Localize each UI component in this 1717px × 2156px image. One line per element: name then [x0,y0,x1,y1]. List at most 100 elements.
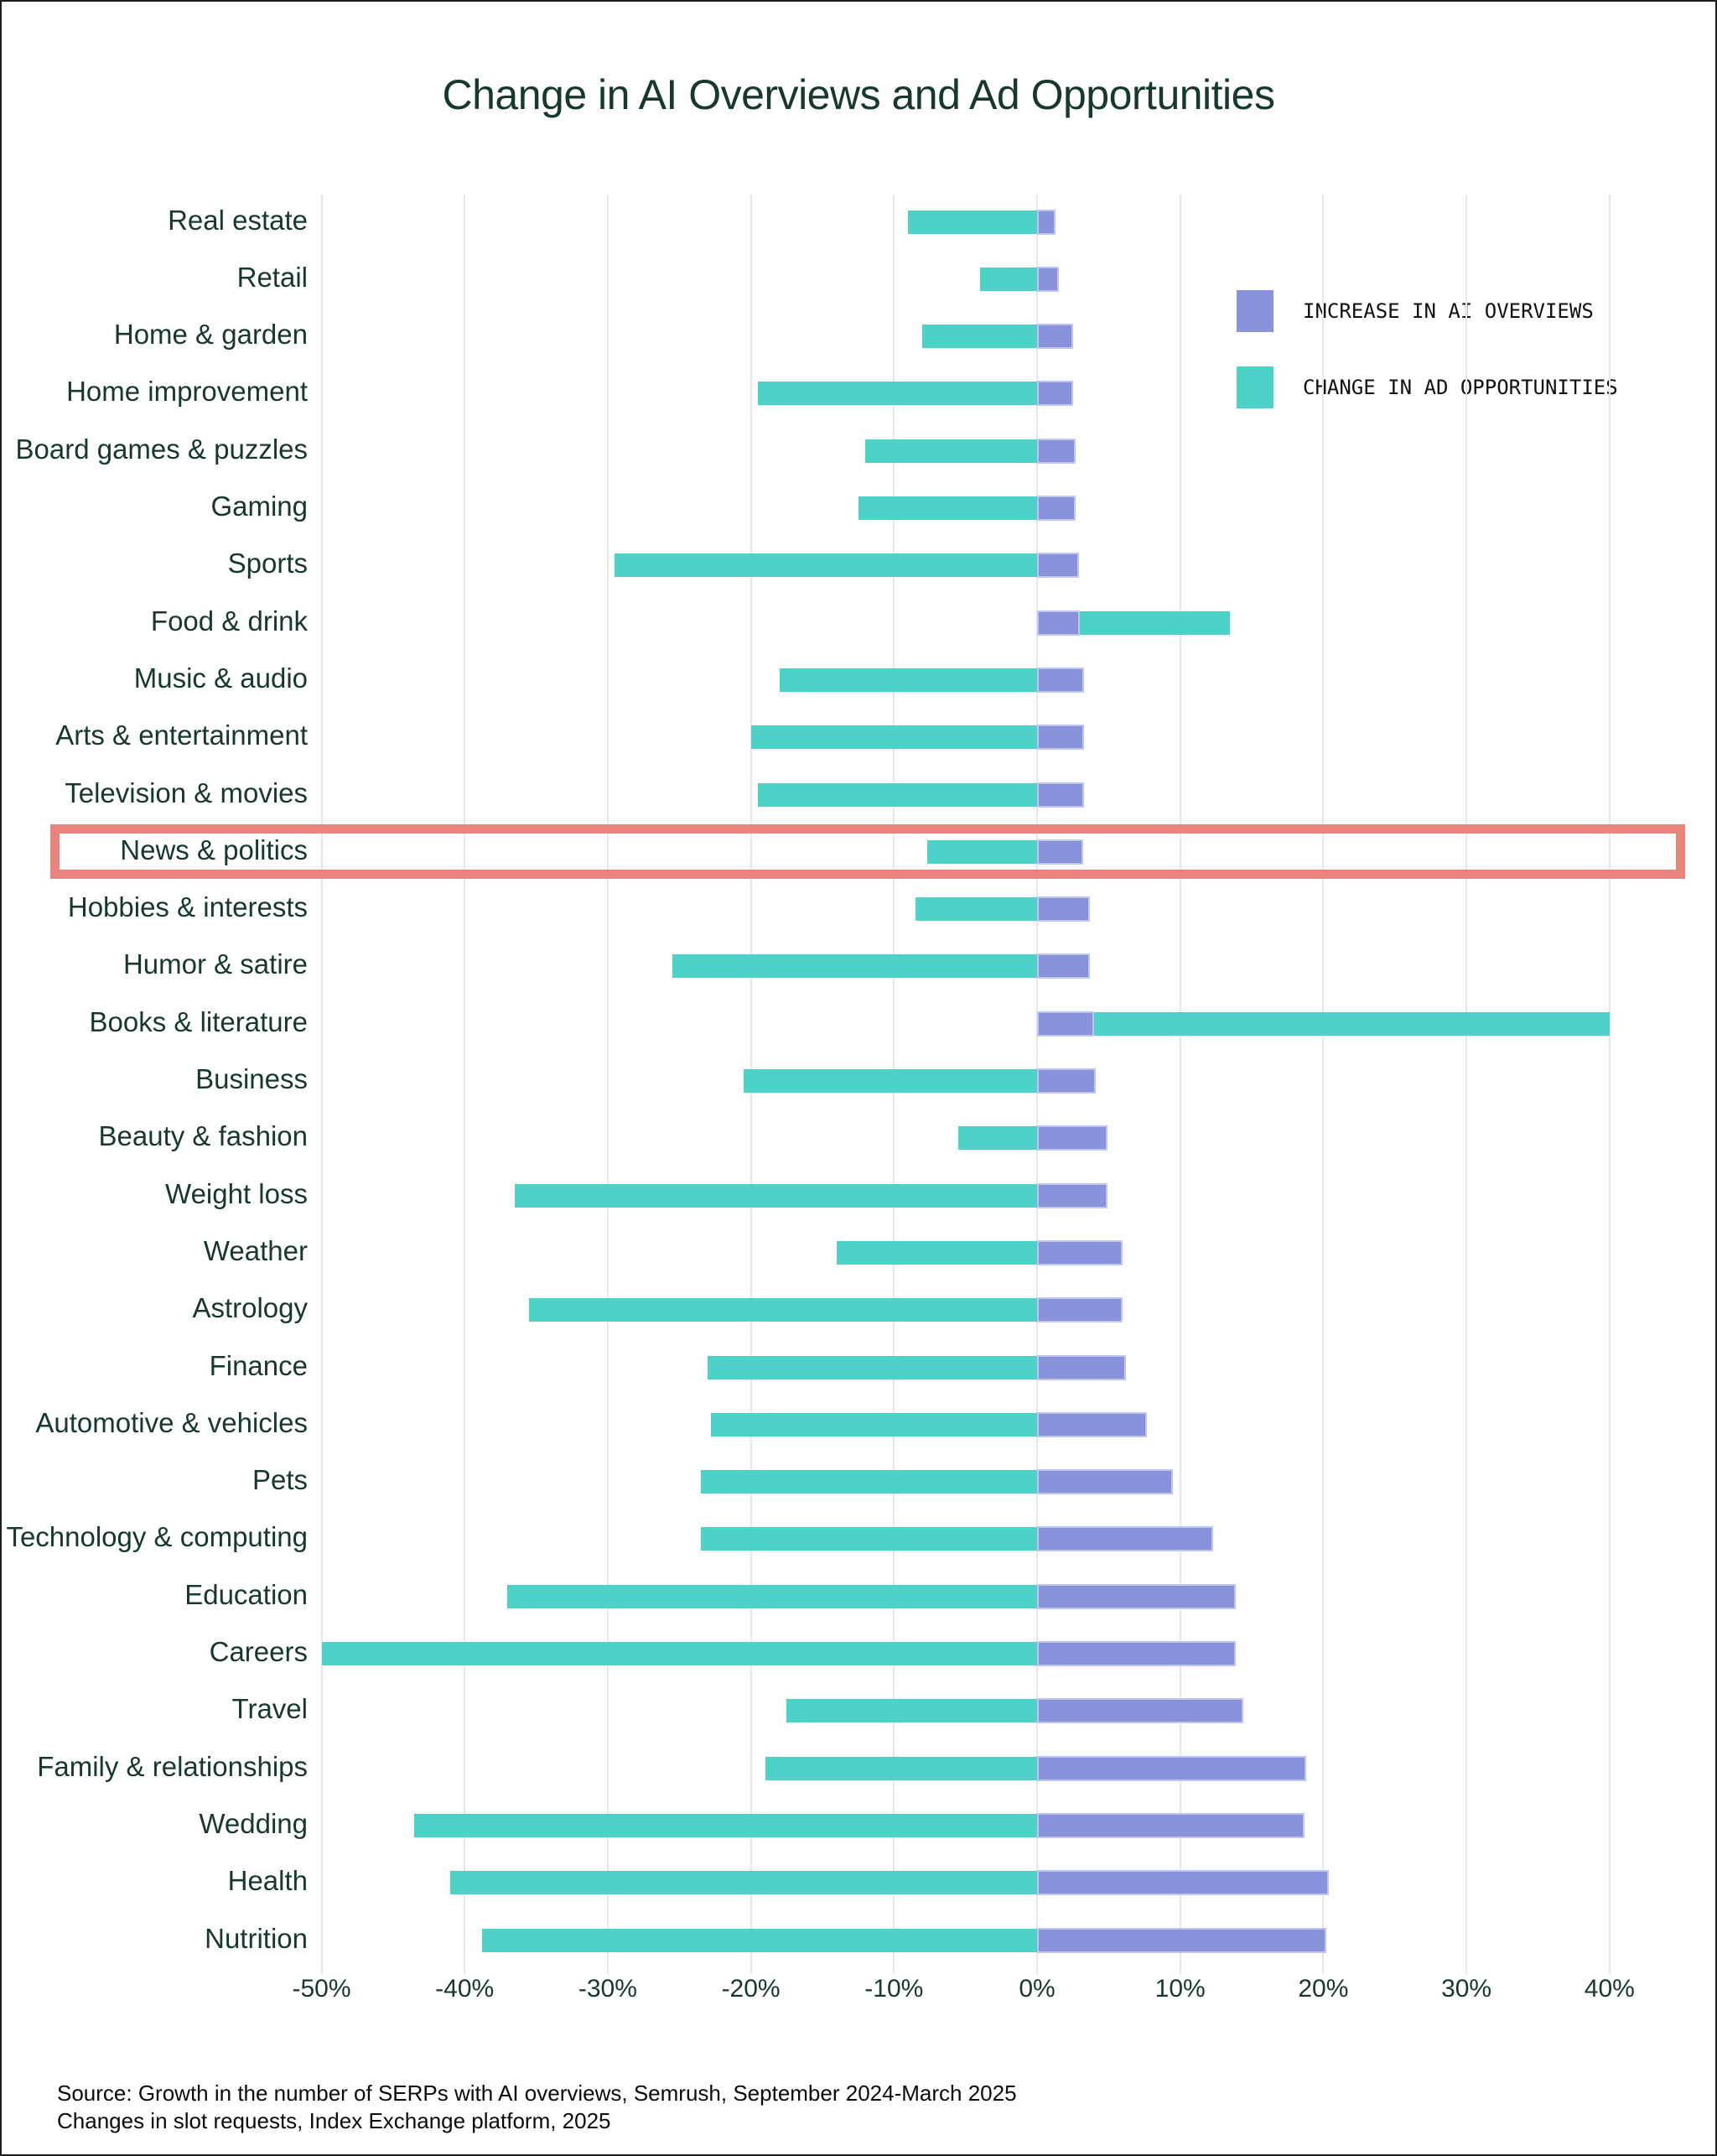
gridline--40% [464,195,466,1974]
category-label: Arts & entertainment [55,720,308,751]
ad-change-bar [700,1527,1037,1551]
x-axis-tick-label: 0% [1019,1975,1056,2003]
source-line-2: Changes in slot requests, Index Exchange… [57,2108,611,2133]
x-axis-tick-label: -10% [864,1975,924,2003]
ad-change-bar [915,897,1037,922]
x-axis-tick-label: 10% [1154,1975,1206,2003]
aio-increase-bar [1037,1297,1123,1323]
aio-increase-bar [1037,1125,1107,1151]
aio-increase-bar [1037,667,1085,693]
aio-increase-bar [1037,1469,1174,1495]
category-label: Technology & computing [6,1521,308,1553]
ad-change-bar [1037,1011,1610,1036]
ad-change-bar [979,267,1037,291]
aio-increase-bar [1037,725,1085,751]
source-note: Source: Growth in the number of SERPs wi… [57,2080,1017,2135]
legend-swatch-ad-opportunities [1237,366,1273,408]
category-label: Books & literature [89,1005,308,1037]
ad-change-bar [750,725,1037,750]
chart-title: Change in AI Overviews and Ad Opportunit… [442,71,1275,118]
category-label: Gaming [210,491,308,522]
ad-change-bar [414,1813,1037,1837]
ad-change-bar [779,668,1037,692]
category-label: Finance [209,1349,308,1381]
legend-item-ai-overviews: INCREASE IN AI OVERVIEWS [1237,290,1594,332]
gridline--50% [320,195,323,1974]
legend-item-ad-opportunities: CHANGE IN AD OPPORTUNITIES [1237,366,1618,408]
aio-increase-bar [1037,782,1085,808]
category-label: Health [227,1865,308,1897]
category-label: Music & audio [133,662,308,694]
x-axis-tick-label: -50% [292,1975,351,2003]
ad-change-bar [321,1642,1037,1665]
aio-increase-bar [1037,438,1076,464]
category-label: Automotive & vehicles [35,1406,308,1438]
category-label: Food & drink [150,605,308,636]
category-label: Beauty & fashion [98,1120,309,1152]
aio-increase-bar [1037,496,1076,521]
ad-change-bar [450,1871,1037,1895]
ad-change-bar [758,782,1037,807]
gridline-30% [1465,195,1468,1974]
x-axis-tick-label: 40% [1584,1975,1635,2003]
highlight-box-news-politics [50,824,1685,880]
aio-increase-bar [1037,1411,1148,1437]
aio-increase-bar [1037,209,1056,235]
ad-change-bar [865,439,1037,463]
category-label: Careers [209,1636,308,1667]
aio-increase-bar [1037,1641,1237,1666]
aio-increase-bar [1037,1010,1095,1036]
ad-change-bar [700,1470,1037,1494]
legend-label-ai-overviews: INCREASE IN AI OVERVIEWS [1303,299,1594,323]
category-label: Astrology [192,1292,308,1324]
aio-increase-bar [1037,1583,1237,1609]
ad-change-bar [710,1412,1037,1436]
category-label: Weight loss [165,1177,308,1209]
category-label: Television & movies [65,777,308,808]
aio-increase-bar [1037,553,1079,579]
ad-change-bar [507,1584,1037,1608]
category-label: Humor & satire [122,948,308,980]
aio-increase-bar [1037,896,1091,922]
aio-increase-bar [1037,1870,1330,1896]
x-axis-tick-label: -40% [435,1975,495,2003]
x-axis-tick-label: -30% [578,1975,637,2003]
ad-change-bar [708,1355,1037,1379]
x-axis-tick-label: 30% [1441,1975,1492,2003]
ad-change-bar [908,210,1037,234]
aio-increase-bar [1037,1239,1123,1265]
aio-increase-bar [1037,1755,1306,1781]
aio-increase-bar [1037,839,1083,865]
aio-increase-bar [1037,1698,1243,1724]
source-line-1: Source: Growth in the number of SERPs wi… [57,2081,1017,2106]
x-axis-tick-label: 20% [1298,1975,1349,2003]
ad-change-bar [615,553,1037,578]
gridline-20% [1322,195,1325,1974]
ad-change-bar [858,496,1037,520]
ad-change-bar [765,1756,1037,1780]
ad-change-bar [481,1928,1037,1952]
aio-increase-bar [1037,953,1091,979]
category-label: Business [195,1063,308,1094]
ad-change-bar [514,1183,1037,1208]
category-label: Home improvement [66,376,308,408]
category-label: Board games & puzzles [15,433,308,465]
ad-change-bar [758,382,1037,406]
aio-increase-bar [1037,1354,1126,1380]
ad-change-bar [672,954,1037,979]
aio-increase-bar [1037,266,1059,292]
x-axis-tick-label: -20% [721,1975,781,2003]
aio-increase-bar [1037,381,1073,407]
gridline-10% [1179,195,1181,1974]
category-label: Hobbies & interests [67,891,308,923]
category-label: Pets [252,1464,308,1496]
category-label: Home & garden [113,319,308,351]
aio-increase-bar [1037,1526,1213,1552]
category-label: Sports [227,548,308,579]
aio-increase-bar [1037,1182,1107,1208]
gridline-40% [1608,195,1611,1974]
ad-change-bar [958,1126,1037,1151]
aio-increase-bar [1037,1927,1326,1953]
